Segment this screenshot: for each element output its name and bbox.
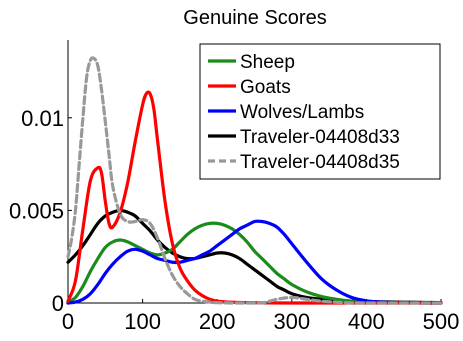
plot-area <box>66 56 443 305</box>
chart-title: Genuine Scores <box>183 7 326 29</box>
x-axis-ticks: 0 100 200 300 400 500 <box>62 299 459 334</box>
y-tick-label: 0.005 <box>9 198 64 223</box>
legend-label: Wolves/Lambs <box>240 102 364 123</box>
legend-label: Traveler-04408d35 <box>240 152 400 173</box>
x-tick-label: 200 <box>199 309 236 334</box>
x-tick-label: 400 <box>348 309 385 334</box>
series-line-sheep <box>66 221 443 305</box>
x-tick-label: 0 <box>62 309 74 334</box>
legend-label: Goats <box>240 77 291 98</box>
legend-label: Sheep <box>240 52 295 73</box>
legend-label: Traveler-04408d33 <box>240 127 400 148</box>
series-line-traveler-04408d33 <box>66 208 443 305</box>
x-tick-label: 300 <box>273 309 310 334</box>
y-tick-label: 0.01 <box>21 106 64 131</box>
y-axis-ticks: 0 0.005 0.01 <box>9 106 72 316</box>
x-tick-label: 100 <box>124 309 161 334</box>
y-tick-label: 0 <box>52 291 64 316</box>
series-line-wolves-lambs <box>66 219 443 305</box>
x-tick-label: 500 <box>423 309 460 334</box>
legend: Sheep Goats Wolves/Lambs Traveler-04408d33 T… <box>199 43 441 180</box>
legend-box <box>199 43 441 180</box>
series-line-traveler-04408d35 <box>66 56 443 305</box>
